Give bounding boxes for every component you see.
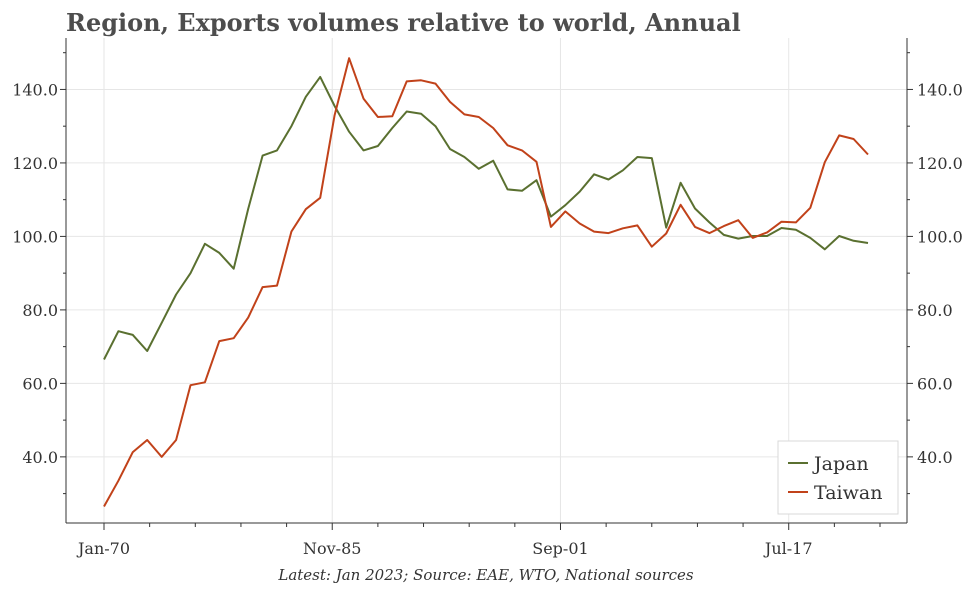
series-layer <box>103 57 869 507</box>
x-tick-label: Sep-01 <box>532 539 588 558</box>
chart-title: Region, Exports volumes relative to worl… <box>66 8 741 37</box>
series-line-taiwan <box>103 57 869 507</box>
y-tick-label-left: 100.0 <box>12 227 58 246</box>
y-tick-label-right: 120.0 <box>917 154 963 173</box>
y-tick-label-right: 80.0 <box>917 301 953 320</box>
legend-label-japan: Japan <box>812 453 869 475</box>
x-tick-label: Jan-70 <box>76 539 130 558</box>
y-tick-label-right: 60.0 <box>917 374 953 393</box>
y-tick-label-right: 40.0 <box>917 448 953 467</box>
legend-box <box>777 440 899 515</box>
y-tick-label-right: 100.0 <box>917 227 963 246</box>
source-note: Latest: Jan 2023; Source: EAE, WTO, Nati… <box>278 566 694 584</box>
y-tick-label-left: 80.0 <box>22 301 58 320</box>
y-tick-label-left: 120.0 <box>12 154 58 173</box>
x-tick-label: Nov-85 <box>303 539 361 558</box>
y-tick-label-left: 140.0 <box>12 80 58 99</box>
y-tick-label-left: 40.0 <box>22 448 58 467</box>
axes: 40.0 40.0 60.0 60.0 80.0 80.0 100.0 100.0 120.0 1… <box>12 38 963 558</box>
series-line-japan <box>103 75 869 360</box>
y-tick-label-left: 60.0 <box>22 374 58 393</box>
legend-label-taiwan: Taiwan <box>814 482 882 504</box>
x-tick-label: Jul-17 <box>763 539 813 558</box>
y-tick-label-right: 140.0 <box>917 80 963 99</box>
legend: Japan Taiwan <box>777 440 899 515</box>
